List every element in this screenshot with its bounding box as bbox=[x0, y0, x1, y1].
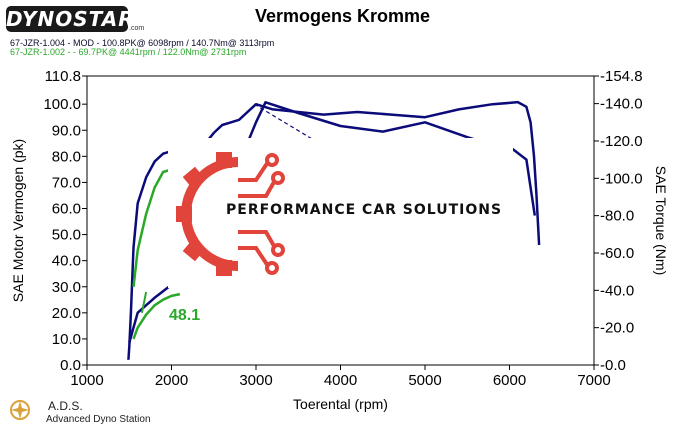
y-tick-label: 70.0 bbox=[52, 174, 81, 191]
y2-tick-label: -120.0 bbox=[600, 133, 643, 150]
curve-value-annotation: 48.1 bbox=[169, 307, 201, 324]
y-tick-label: 60.0 bbox=[52, 201, 81, 218]
y-tick-label: 50.0 bbox=[52, 227, 81, 244]
y-tick-label: 40.0 bbox=[52, 253, 81, 270]
y2-tick-label: -100.0 bbox=[600, 170, 643, 187]
y-tick-label: 100.0 bbox=[43, 96, 81, 113]
y2-tick-label: -20.0 bbox=[600, 320, 634, 337]
ads-subtitle: Advanced Dyno Station bbox=[46, 414, 151, 425]
chart-title: Vermogens Kromme bbox=[254, 6, 431, 26]
watermark-text: PERFORMANCE CAR SOLUTIONS bbox=[226, 202, 503, 218]
series-line-1 bbox=[127, 100, 541, 360]
y-tick-label: 110.8 bbox=[45, 68, 81, 85]
y2-tick-label: -60.0 bbox=[600, 245, 634, 262]
y-tick-label: 20.0 bbox=[52, 305, 81, 322]
y2-tick-label: -140.0 bbox=[600, 96, 643, 113]
dynostar-logo: DYNOSTAR bbox=[6, 6, 135, 32]
x-tick-label: 4000 bbox=[324, 372, 357, 389]
series-line-4 bbox=[132, 292, 181, 340]
y2-tick-label: -40.0 bbox=[600, 282, 634, 299]
y2-tick-label: -154.8 bbox=[600, 68, 643, 85]
y-axis-label: SAE Motor Vermogen (pk) bbox=[10, 139, 26, 302]
x-axis-label: Toerental (rpm) bbox=[293, 396, 388, 412]
annotation-pointer bbox=[140, 291, 148, 314]
ads-title: A.D.S. bbox=[48, 399, 83, 413]
logo-domain: .com bbox=[129, 25, 145, 32]
x-tick-label: 7000 bbox=[577, 372, 610, 389]
y2-axis-label: SAE Torque (Nm) bbox=[653, 166, 669, 275]
y-tick-label: 80.0 bbox=[52, 148, 81, 165]
x-tick-label: 5000 bbox=[408, 372, 441, 389]
y2-tick-label: -0.0 bbox=[600, 357, 626, 374]
run-summary-1: 67-JZR-1.004 - MOD - 100.8PK@ 6098rpm / … bbox=[10, 38, 275, 48]
y2-tick-label: -80.0 bbox=[600, 208, 634, 225]
y-tick-label: 30.0 bbox=[52, 279, 81, 296]
y-tick-label: 0.0 bbox=[60, 357, 81, 374]
x-tick-label: 6000 bbox=[493, 372, 526, 389]
run-summary-2: 67-JZR-1.002 - - 69.7PK@ 4441rpm / 122.0… bbox=[10, 47, 247, 57]
x-tick-label: 3000 bbox=[239, 372, 272, 389]
ads-logo-icon bbox=[10, 400, 30, 420]
x-tick-label: 1000 bbox=[70, 372, 103, 389]
x-tick-label: 2000 bbox=[155, 372, 188, 389]
gear-circuit-icon bbox=[176, 152, 285, 276]
y-tick-label: 10.0 bbox=[52, 331, 81, 348]
y-tick-label: 90.0 bbox=[52, 122, 81, 139]
